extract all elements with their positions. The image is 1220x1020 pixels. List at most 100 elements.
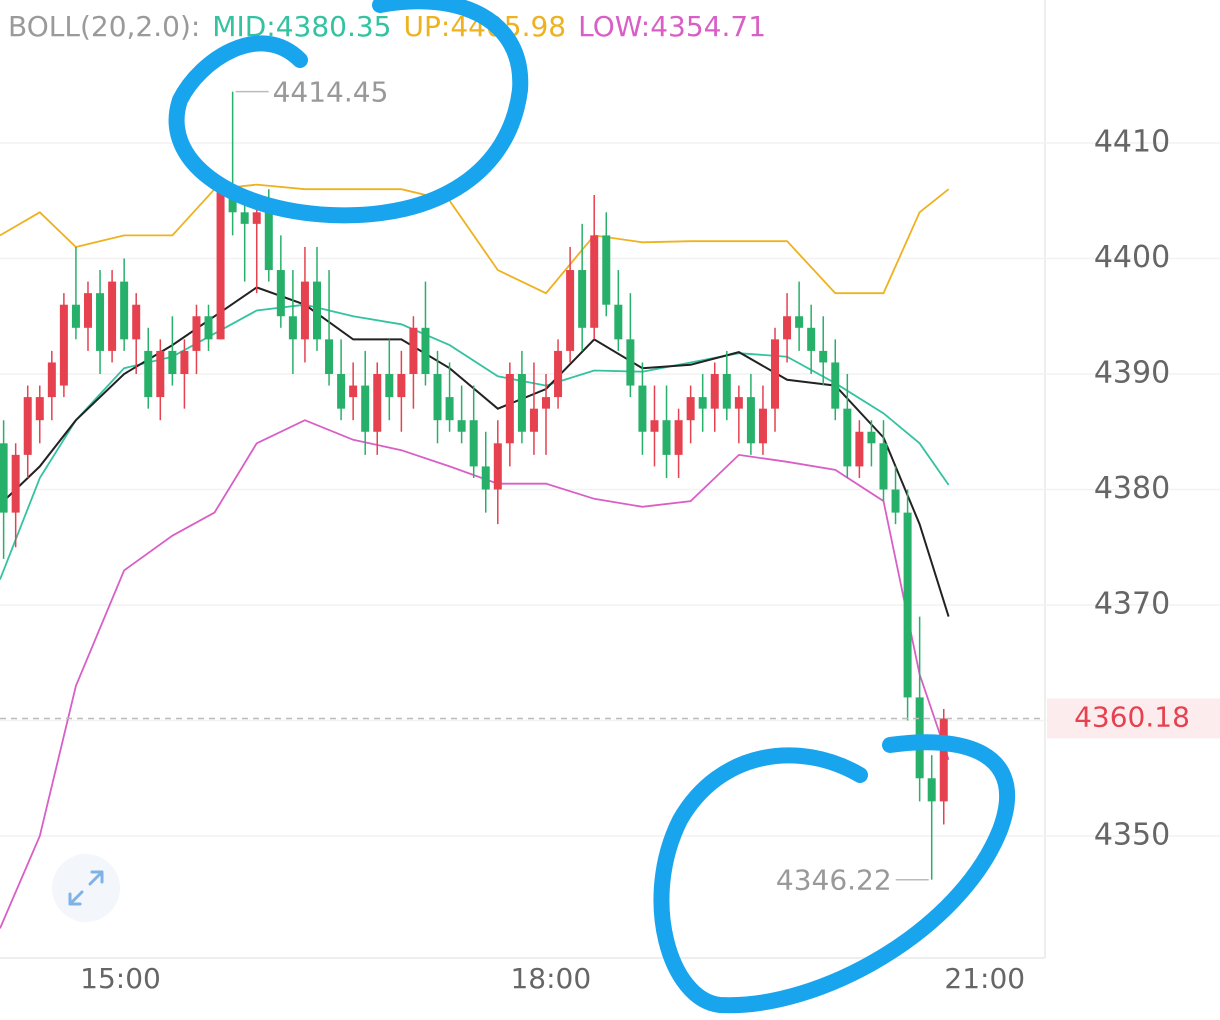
candle-body — [204, 316, 213, 340]
candle-body — [240, 212, 249, 224]
candle-body — [23, 397, 32, 455]
candle-body — [192, 316, 201, 351]
candle-body — [927, 778, 936, 802]
candle-body — [710, 374, 719, 409]
candle-body — [469, 420, 478, 467]
candle-body — [337, 374, 346, 409]
candle-body — [397, 374, 406, 398]
y-tick-label: 4380 — [1094, 471, 1170, 506]
candle-body — [71, 304, 80, 328]
candle-body — [83, 293, 92, 328]
candle-body — [626, 339, 635, 386]
candle-body — [481, 466, 490, 490]
candle-body — [349, 385, 358, 398]
y-tick-label: 4350 — [1094, 818, 1170, 853]
candle-body — [505, 374, 514, 444]
candle-body — [288, 316, 297, 340]
candle-body — [867, 431, 876, 444]
candle-body — [325, 339, 334, 375]
candle-body — [542, 397, 551, 409]
candle-body — [614, 304, 623, 340]
labels: 435043604370438043904400441015:0018:0021… — [0, 76, 1220, 995]
candle-body — [734, 397, 743, 409]
candle-body — [831, 362, 840, 409]
y-tick-label: 4410 — [1094, 124, 1170, 159]
candle-body — [855, 431, 864, 467]
y-tick-label: 4370 — [1094, 587, 1170, 622]
candle-body — [819, 350, 828, 363]
candle-body — [144, 350, 153, 398]
candle-body — [433, 374, 442, 421]
candle-body — [843, 408, 852, 467]
candle-body — [903, 512, 912, 698]
candle-body — [795, 316, 804, 328]
candle-body — [132, 304, 141, 340]
y-tick-label: 4400 — [1094, 240, 1170, 275]
candle-body — [385, 374, 394, 398]
hand-drawn-circle — [653, 734, 1015, 1014]
candle-body — [650, 420, 659, 432]
candle-body — [312, 281, 321, 340]
last-price-box — [1047, 698, 1220, 739]
low-label: 4346.22 — [776, 864, 892, 897]
candle-body — [722, 374, 731, 409]
candle-body — [421, 327, 430, 375]
candle-body — [783, 316, 792, 340]
candle-body — [156, 350, 165, 398]
candle-body — [638, 385, 647, 432]
candle-body — [674, 420, 683, 455]
expand-icon-bg — [52, 854, 120, 922]
legend-entry: MID:4380.35 — [212, 10, 391, 43]
candle-body — [216, 189, 225, 340]
candle-body — [493, 443, 502, 490]
candle-body — [662, 420, 671, 455]
legend-entry: LOW:4354.71 — [578, 10, 766, 43]
x-tick-label: 18:00 — [510, 962, 591, 995]
legend-title: BOLL(20,2.0): — [8, 10, 200, 43]
candle-body — [59, 304, 68, 386]
candle-body — [807, 327, 816, 351]
candle-body — [566, 270, 575, 351]
legend: BOLL(20,2.0): MID:4380.35 UP:4405.98 LOW:43… — [8, 10, 766, 43]
candle-body — [517, 374, 526, 432]
candle-body — [590, 235, 599, 328]
candle-body — [457, 420, 466, 432]
candle-body — [180, 350, 189, 375]
expand-icon[interactable] — [52, 854, 120, 922]
y-tick-label: 4390 — [1094, 356, 1170, 391]
candle-body — [554, 350, 563, 398]
candle-body — [771, 339, 780, 409]
candle-body — [939, 718, 948, 802]
candle-body — [168, 350, 177, 375]
candle-body — [686, 397, 695, 421]
candle-body — [252, 212, 261, 224]
candle-body — [445, 397, 454, 421]
candle-body — [0, 443, 8, 513]
candle-body — [361, 385, 370, 432]
candle-body — [276, 270, 285, 317]
candle-body — [602, 235, 611, 305]
candle-body — [758, 408, 767, 444]
candle-body — [879, 443, 888, 490]
expand-icon-glyph — [68, 870, 104, 906]
candle-body — [108, 281, 117, 351]
candle-body — [264, 212, 273, 271]
candle-body — [698, 397, 707, 409]
candle-body — [373, 374, 382, 432]
candle-body — [578, 270, 587, 328]
hand-drawn-circle — [168, 0, 529, 224]
candle-body — [47, 362, 56, 398]
grid — [0, 142, 1220, 837]
candle-body — [891, 489, 900, 513]
candle-body — [120, 281, 129, 340]
candle-body — [35, 397, 44, 421]
candle-body — [96, 293, 105, 351]
candles — [0, 91, 948, 880]
indicator-line — [0, 183, 950, 295]
candle-body — [529, 408, 538, 432]
x-tick-label: 21:00 — [944, 962, 1025, 995]
candle-body — [409, 327, 418, 375]
candle-body — [11, 454, 20, 513]
